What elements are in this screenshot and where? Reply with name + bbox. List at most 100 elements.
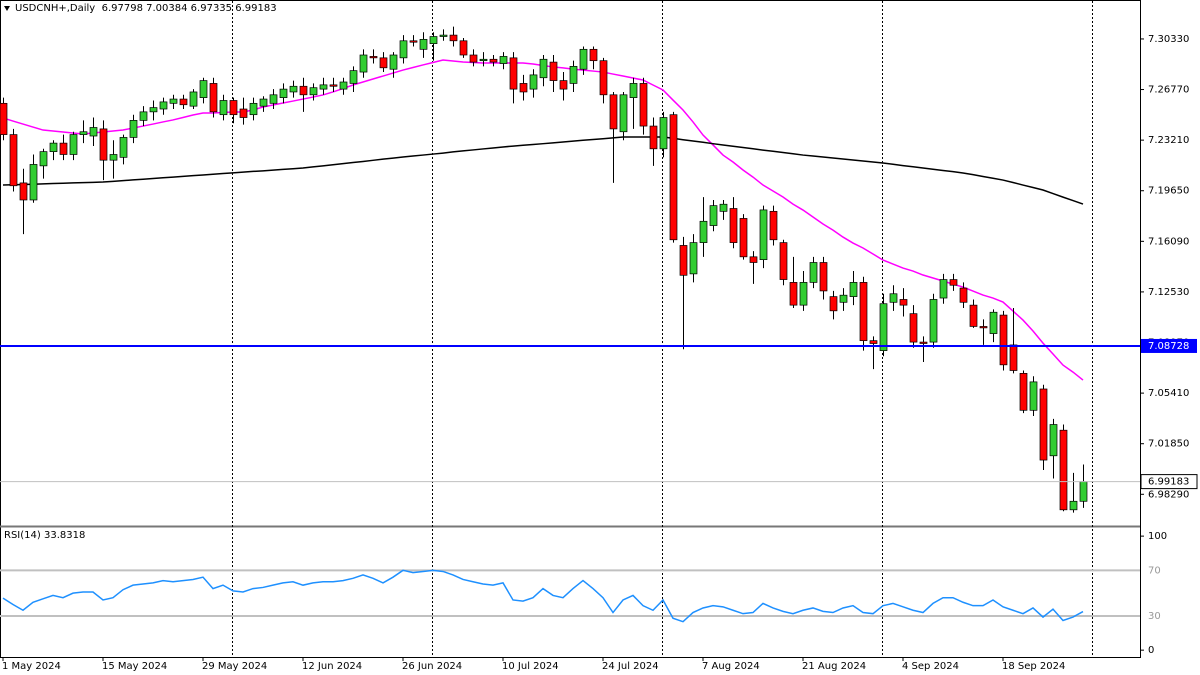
candle-body bbox=[989, 311, 998, 334]
candle-body bbox=[279, 88, 288, 98]
candle-body bbox=[539, 58, 548, 79]
y-tick-label: 7.19650 bbox=[1148, 186, 1189, 197]
candle-body bbox=[19, 182, 28, 201]
chart-header: USDCNH+,Daily 6.97798 7.00384 6.97335 6.… bbox=[15, 3, 277, 14]
candle-body bbox=[29, 164, 38, 201]
candle-body bbox=[209, 83, 218, 113]
candle-body bbox=[0, 102, 8, 135]
candle-body bbox=[409, 40, 418, 43]
candle-body bbox=[1029, 381, 1038, 411]
candle-body bbox=[369, 56, 378, 59]
y-tick-label: 7.05410 bbox=[1148, 388, 1189, 399]
candle-body bbox=[959, 287, 968, 303]
last-open: 6.97798 bbox=[101, 3, 143, 14]
candle-body bbox=[259, 98, 268, 107]
candle-body bbox=[459, 40, 468, 56]
y-tick-label: 7.30330 bbox=[1148, 34, 1189, 45]
candle-body bbox=[69, 134, 78, 155]
candle-body bbox=[129, 120, 138, 138]
candle-body bbox=[119, 137, 128, 158]
candle-body bbox=[239, 108, 248, 118]
candle-body bbox=[299, 85, 308, 96]
plot-frame bbox=[0, 0, 1141, 658]
candle-body bbox=[359, 54, 368, 73]
candle-body bbox=[719, 203, 728, 212]
candle-body bbox=[829, 296, 838, 312]
moving-average bbox=[2, 136, 1084, 205]
candle-body bbox=[389, 54, 398, 70]
candle-body bbox=[549, 61, 558, 81]
rsi-title: RSI(14) bbox=[4, 530, 41, 541]
candle-body bbox=[419, 39, 428, 50]
candle-body bbox=[349, 70, 358, 84]
menu-arrow[interactable] bbox=[4, 6, 10, 11]
x-tick-label: 10 Jul 2024 bbox=[502, 661, 559, 672]
y-tick-label: 7.12530 bbox=[1148, 287, 1189, 298]
candle-body bbox=[639, 83, 648, 127]
candle-body bbox=[509, 57, 518, 90]
candle-body bbox=[679, 245, 688, 276]
y-tick-label: 0 bbox=[1148, 645, 1154, 656]
candle-body bbox=[399, 40, 408, 59]
candle-body bbox=[1059, 429, 1068, 511]
candle-body bbox=[659, 117, 668, 150]
candle-body bbox=[769, 210, 778, 241]
x-tick-label: 29 May 2024 bbox=[202, 661, 267, 672]
x-tick-label: 4 Sep 2024 bbox=[902, 661, 959, 672]
candle-body bbox=[9, 134, 18, 187]
hline-label: 7.08728 bbox=[1148, 341, 1189, 352]
candle-body bbox=[759, 209, 768, 261]
candle-body bbox=[529, 74, 538, 90]
last-close: 6.99183 bbox=[235, 3, 277, 14]
y-tick-label: 100 bbox=[1148, 531, 1167, 542]
candle-body bbox=[439, 34, 448, 37]
candle-body bbox=[619, 94, 628, 133]
candle-body bbox=[1079, 481, 1088, 502]
candle-body bbox=[1039, 388, 1048, 461]
rsi-level-label: 70 bbox=[1148, 565, 1161, 576]
candle-body bbox=[819, 262, 828, 292]
hline-label-box bbox=[1141, 338, 1197, 353]
candle-body bbox=[109, 154, 118, 161]
candle-body bbox=[709, 205, 718, 226]
y-tick-label: 7.16090 bbox=[1148, 236, 1189, 247]
candle-body bbox=[929, 299, 938, 343]
candle-body bbox=[949, 279, 958, 286]
candle-body bbox=[589, 48, 598, 62]
candle-body bbox=[809, 262, 818, 283]
candle-body bbox=[859, 282, 868, 342]
candle-body bbox=[739, 218, 748, 258]
candle-body bbox=[149, 107, 158, 113]
candle-body bbox=[699, 220, 708, 243]
candle-body bbox=[219, 100, 228, 116]
last-high: 7.00384 bbox=[146, 3, 188, 14]
candle-body bbox=[319, 84, 328, 90]
candle-body bbox=[1069, 500, 1078, 511]
candle-body bbox=[939, 279, 948, 299]
candle-body bbox=[909, 313, 918, 343]
candle-body bbox=[799, 282, 808, 306]
x-tick-label: 26 Jun 2024 bbox=[402, 661, 462, 672]
candle-body bbox=[839, 294, 848, 303]
price-label-box bbox=[1140, 474, 1198, 490]
candle-body bbox=[199, 80, 208, 98]
candle-body bbox=[879, 303, 888, 351]
candle-body bbox=[289, 85, 298, 93]
candle-body bbox=[1049, 424, 1058, 457]
candle-body bbox=[309, 87, 318, 96]
candle-body bbox=[49, 142, 58, 152]
rsi-last: 33.8318 bbox=[43, 530, 86, 541]
candle-body bbox=[169, 98, 178, 104]
candle-body bbox=[999, 314, 1008, 366]
candle-body bbox=[429, 36, 438, 44]
candle-body bbox=[79, 131, 88, 135]
candle-body bbox=[269, 94, 278, 104]
x-tick-label: 12 Jun 2024 bbox=[302, 661, 362, 672]
x-tick-label: 15 May 2024 bbox=[102, 661, 167, 672]
candle-body bbox=[569, 66, 578, 84]
candle-body bbox=[749, 256, 758, 263]
candle-body bbox=[469, 54, 478, 63]
candle-body bbox=[579, 48, 588, 70]
candle-body bbox=[99, 128, 108, 161]
